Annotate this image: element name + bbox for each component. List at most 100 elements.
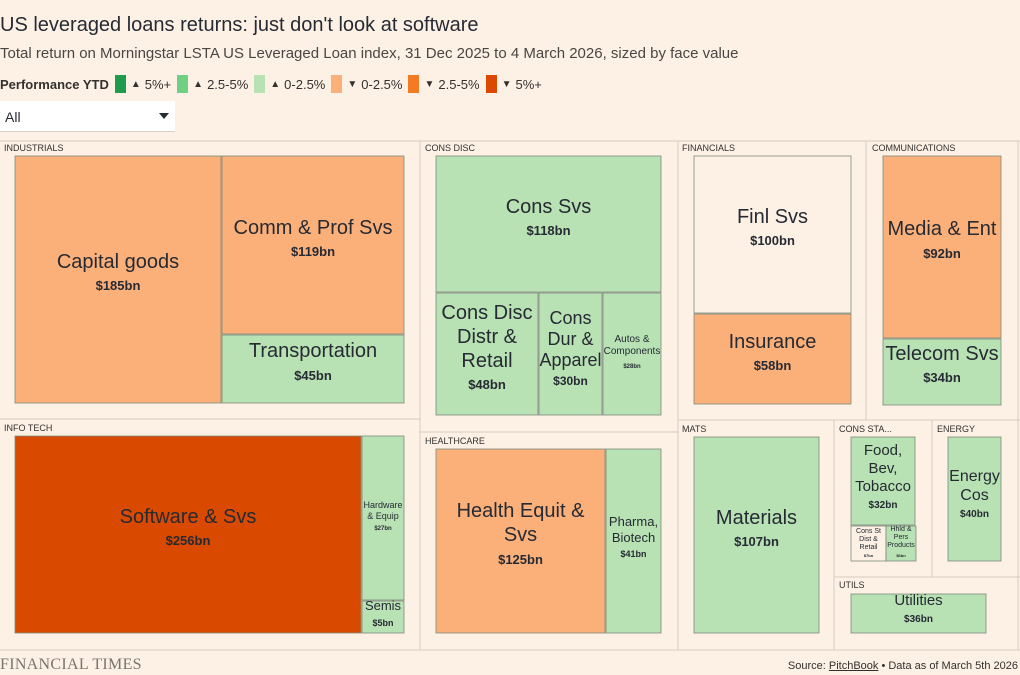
tile-value: $256bn bbox=[166, 533, 211, 548]
up-arrow-icon: ▲ bbox=[130, 78, 141, 90]
tile-label: Transportation bbox=[249, 340, 377, 362]
tile-value: $5bn bbox=[372, 618, 393, 628]
legend-item-up-5plus: ▲ 5%+ bbox=[114, 75, 172, 93]
tile-label: Pharma, Biotech bbox=[609, 514, 658, 545]
tile-rect bbox=[14, 155, 222, 404]
treemap-tile: Cons Svs $118bn bbox=[435, 155, 662, 293]
treemap-tile: Health Equit & Svs $125bn bbox=[435, 448, 606, 634]
tile-label: Media & Ent bbox=[888, 218, 997, 240]
tile-rect bbox=[693, 313, 852, 405]
treemap-tile: Cons Disc Distr & Retail $48bn bbox=[435, 292, 539, 416]
treemap-tile: Autos & Components $28bn bbox=[602, 292, 662, 416]
sector-label: COMMUNICATIONS bbox=[872, 143, 955, 153]
ft-logo: FINANCIAL TIMES bbox=[0, 656, 142, 673]
tile-value: $28bn bbox=[623, 364, 641, 370]
tile-rect bbox=[850, 593, 987, 634]
tile-label: Capital goods bbox=[57, 251, 179, 273]
chart-subtitle: Total return on Morningstar LSTA US Leve… bbox=[0, 45, 739, 62]
legend-item-up-2-5-5: ▲ 2.5-5% bbox=[177, 75, 248, 93]
treemap-tile: Hardware & Equip $27bn bbox=[361, 435, 405, 601]
tile-value: $125bn bbox=[498, 552, 543, 567]
tile-rect bbox=[538, 292, 603, 416]
treemap-tile: Cons St Dist & Retail $7bn bbox=[850, 525, 887, 562]
up-arrow-icon: ▲ bbox=[270, 78, 281, 90]
tile-rect bbox=[361, 435, 405, 601]
treemap-tile: Comm & Prof Svs $119bn bbox=[221, 155, 405, 335]
tile-rect bbox=[221, 334, 405, 404]
down-arrow-icon: ▼ bbox=[347, 78, 358, 90]
tile-label: Semis bbox=[365, 598, 402, 613]
tile-label: Cons Disc Distr & Retail bbox=[441, 302, 532, 372]
tile-rect bbox=[693, 155, 852, 314]
tile-label: Finl Svs bbox=[737, 206, 808, 228]
tile-value: $30bn bbox=[553, 374, 588, 388]
legend-swatch bbox=[114, 75, 126, 93]
tile-rect bbox=[882, 155, 1002, 339]
source-suffix: • Data as of March 5th 2026 bbox=[878, 660, 1018, 672]
tile-rect bbox=[14, 435, 362, 634]
treemap-tile: Insurance $58bn bbox=[693, 313, 852, 405]
tile-label: Hardware & Equip bbox=[363, 500, 402, 521]
tile-value: $119bn bbox=[291, 244, 335, 259]
tile-value: $45bn bbox=[294, 368, 332, 383]
treemap-tile: Energy Cos $40bn bbox=[947, 436, 1002, 562]
tile-rect bbox=[435, 292, 539, 416]
tile-label: Telecom Svs bbox=[885, 343, 998, 365]
tile-rect bbox=[947, 436, 1002, 562]
tile-label: Cons Dur & Apparel bbox=[539, 308, 601, 370]
tile-value: $7bn bbox=[864, 553, 874, 558]
tile-rect bbox=[602, 292, 662, 416]
tile-value: $100bn bbox=[750, 233, 795, 248]
tile-value: $32bn bbox=[869, 500, 898, 511]
legend-label: 0-2.5% bbox=[284, 76, 326, 92]
treemap-tile: Telecom Svs $34bn bbox=[882, 338, 1002, 406]
legend-label: 5%+ bbox=[515, 76, 542, 92]
sector-label: INFO TECH bbox=[4, 423, 52, 433]
sector-label: HEALTHCARE bbox=[425, 436, 485, 446]
tile-label: Energy Cos bbox=[949, 468, 1000, 504]
tile-rect bbox=[885, 525, 917, 562]
chart-title: US leveraged loans returns: just don't l… bbox=[0, 14, 479, 36]
legend-label: 0-2.5% bbox=[361, 76, 403, 92]
sector-filter-value: All bbox=[5, 109, 21, 125]
tile-value: $34bn bbox=[923, 370, 961, 385]
treemap-tile: Food, Bev, Tobacco $32bn bbox=[850, 436, 916, 526]
legend-item-down-2-5-5: ▼ 2.5-5% bbox=[408, 75, 480, 93]
up-arrow-icon: ▲ bbox=[193, 78, 204, 90]
tile-value: $107bn bbox=[734, 534, 779, 549]
tile-rect bbox=[221, 155, 405, 335]
tile-label: Utilities bbox=[894, 592, 942, 609]
legend-swatch bbox=[485, 75, 497, 93]
tile-rect bbox=[693, 436, 820, 634]
source-note: Source: PitchBook • Data as of March 5th… bbox=[788, 660, 1018, 672]
tile-label: Food, Bev, Tobacco bbox=[855, 442, 911, 495]
tile-rect bbox=[435, 448, 606, 634]
tile-rect bbox=[361, 600, 405, 634]
tile-label: Hhld & Pers Products bbox=[887, 526, 915, 549]
tile-label: Cons St Dist & Retail bbox=[856, 528, 881, 551]
tile-rect bbox=[435, 155, 662, 293]
legend-label: 2.5-5% bbox=[438, 76, 480, 92]
legend-swatch bbox=[408, 75, 420, 93]
source-link[interactable]: PitchBook bbox=[828, 660, 879, 672]
sector-label: CONS STA... bbox=[839, 424, 892, 434]
down-arrow-icon: ▼ bbox=[424, 78, 435, 90]
tile-value: $36bn bbox=[904, 614, 933, 625]
sector-label: FINANCIALS bbox=[682, 143, 735, 153]
tile-label: Insurance bbox=[729, 331, 817, 353]
treemap-tile: Transportation $45bn bbox=[221, 334, 405, 404]
tile-value: $27bn bbox=[374, 526, 392, 532]
treemap-tile: Media & Ent $92bn bbox=[882, 155, 1002, 339]
tile-value: $58bn bbox=[754, 358, 792, 373]
sector-label: INDUSTRIALS bbox=[4, 143, 64, 153]
tile-label: Health Equit & Svs bbox=[457, 500, 586, 546]
legend-item-up-0-2-5: ▲ 0-2.5% bbox=[254, 75, 325, 93]
legend-label: 5%+ bbox=[144, 76, 172, 92]
treemap-tile: Capital goods $185bn bbox=[14, 155, 222, 404]
tile-rect bbox=[850, 525, 887, 562]
legend-swatch bbox=[254, 75, 266, 93]
treemap-tile: Hhld & Pers Products $6bn bbox=[885, 525, 917, 562]
sector-filter-dropdown[interactable]: All bbox=[0, 101, 175, 132]
tile-value: $185bn bbox=[96, 278, 141, 293]
